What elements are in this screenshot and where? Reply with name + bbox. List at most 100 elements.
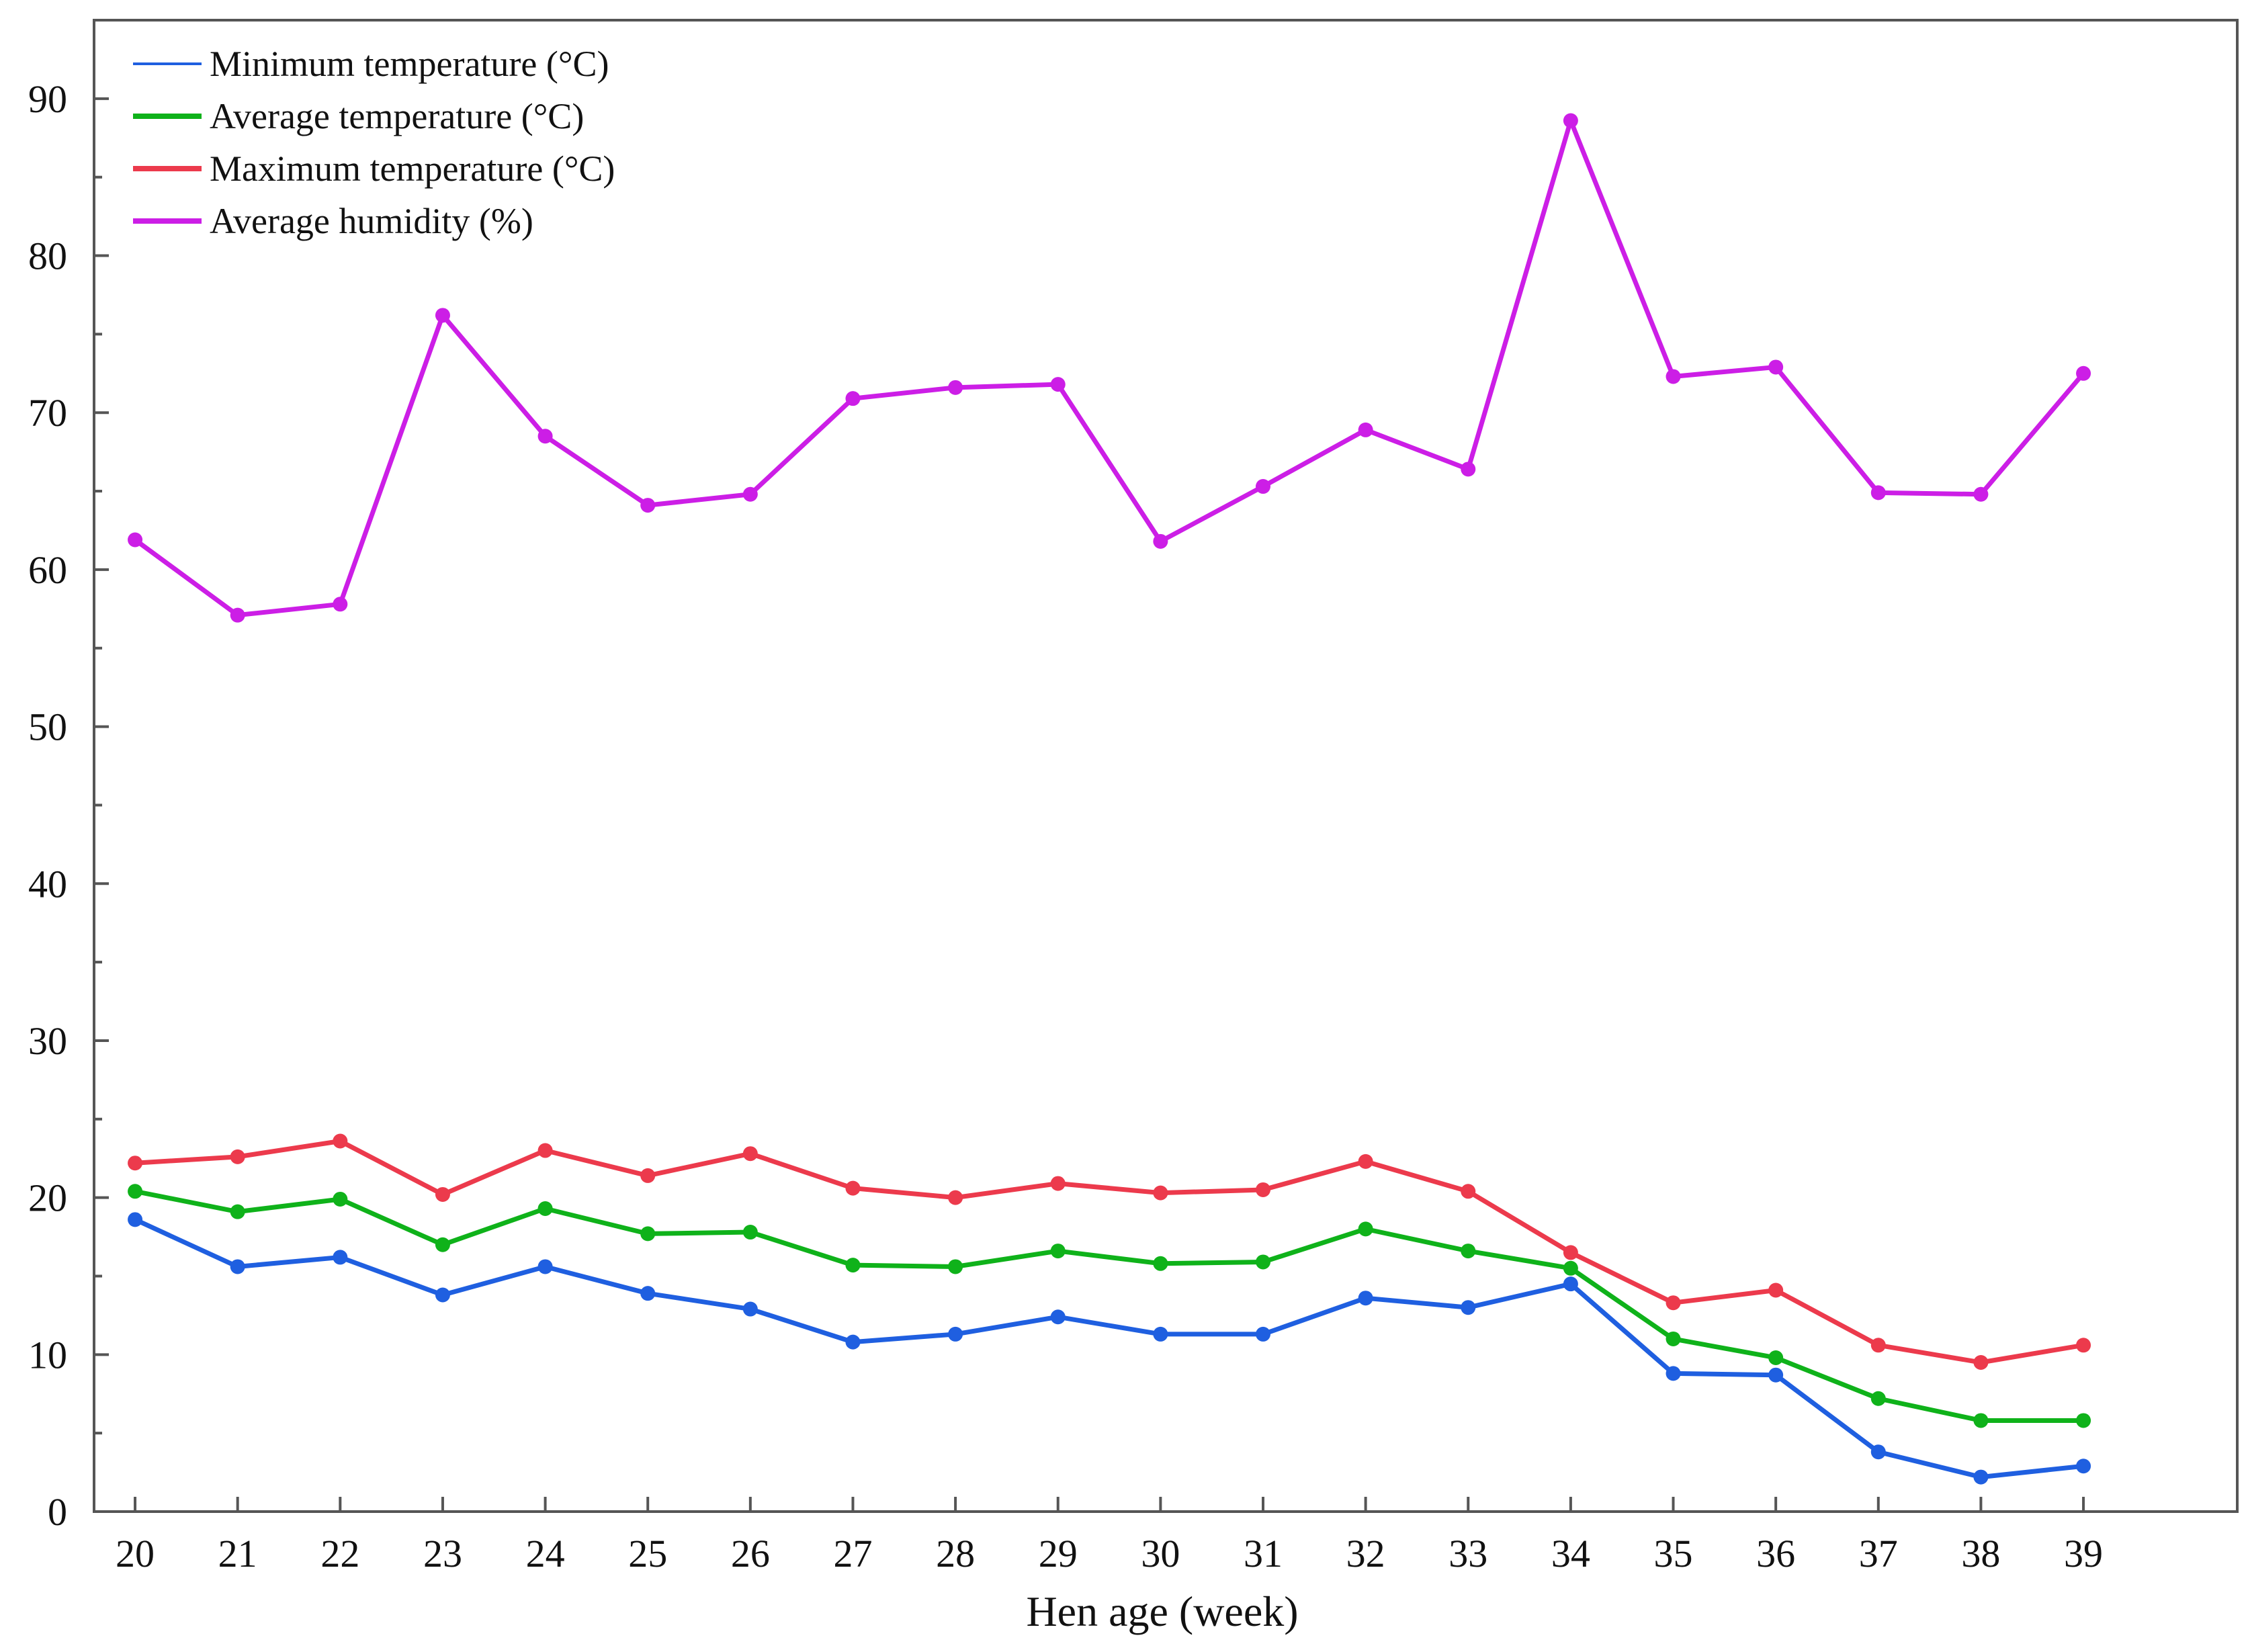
x-tick-label: 35 [1654,1532,1693,1575]
y-tick-label: 60 [28,548,67,592]
y-tick-label: 40 [28,862,67,906]
legend-item: Maximum temperature (°C) [133,148,615,189]
data-point [1050,377,1066,392]
data-point [2076,1413,2091,1428]
data-point [128,532,143,548]
data-point [640,1286,656,1301]
plot-frame [93,19,2239,1513]
data-point [1256,1326,1270,1342]
data-point [2076,1338,2091,1353]
data-point [640,1226,656,1242]
series-lines [128,113,2091,1485]
data-point [948,1190,963,1205]
series-2 [128,1133,2091,1370]
data-point [1153,1326,1168,1342]
data-point [1153,1256,1168,1271]
y-tick-label: 70 [28,391,67,435]
x-tick-label: 38 [1961,1532,2000,1575]
y-tick-label: 20 [28,1176,67,1220]
data-point [1461,1184,1476,1199]
y-tick-label: 0 [48,1490,67,1534]
data-point [948,1326,963,1342]
data-point [742,1146,758,1162]
x-tick-label: 33 [1449,1532,1487,1575]
y-axis: 0 10 20 30 40 50 60 70 80 90 [28,77,109,1534]
data-point [537,1143,553,1158]
y-tick-label: 90 [28,77,67,121]
data-point [1358,1221,1373,1237]
data-point [1153,1185,1168,1201]
x-tick-label: 34 [1551,1532,1590,1575]
data-point [1563,1276,1578,1292]
series-line [134,1217,2084,1480]
x-tick-label: 39 [2064,1532,2103,1575]
data-point [948,1259,963,1274]
x-axis: 20 21 22 23 24 25 26 27 28 29 30 31 32 33 34 35 36 37 38 39 [116,1497,2103,1575]
data-point [1461,462,1476,477]
series-0 [128,1212,2091,1485]
data-point [1768,1367,1784,1383]
data-point [435,1287,450,1303]
data-point [333,1250,348,1265]
data-point [128,1212,143,1227]
y-tick-label: 10 [28,1333,67,1377]
series-1 [128,1184,2091,1428]
data-point [640,498,656,513]
data-point [1358,1291,1373,1306]
data-point [845,1258,861,1273]
data-point [1973,486,1989,502]
data-point [1870,485,1886,501]
data-point [1973,1469,1989,1485]
series-3 [128,113,2091,623]
x-tick-label: 23 [423,1532,462,1575]
data-point [333,1133,348,1149]
axes [93,19,2239,1513]
y-tick-label: 80 [28,234,67,278]
data-point [1666,1295,1681,1311]
data-point [435,1237,450,1252]
data-point [948,380,963,395]
legend-item: Average temperature (°C) [133,96,584,136]
x-tick-label: 29 [1039,1532,1078,1575]
data-point [230,607,245,623]
x-tick-label: 37 [1859,1532,1898,1575]
x-tick-label: 25 [628,1532,667,1575]
data-point [1973,1355,1989,1370]
legend: Minimum temperature (°C) Average temperat… [133,44,615,241]
data-point [1358,1154,1373,1169]
data-point [1256,1254,1270,1270]
series-line [134,1188,2084,1423]
data-point [1666,1331,1681,1346]
data-point [1768,1283,1784,1298]
x-tick-label: 36 [1756,1532,1795,1575]
data-point [1666,369,1681,384]
data-point [1870,1391,1886,1406]
x-tick-label: 30 [1141,1532,1180,1575]
data-point [1563,113,1578,128]
series-line [133,118,2085,618]
data-point [1563,1260,1578,1276]
x-tick-label: 28 [936,1532,975,1575]
data-point [742,1225,758,1240]
x-axis-title: Hen age (week) [1026,1588,1298,1635]
data-point [845,1180,861,1196]
legend-item: Minimum temperature (°C) [133,44,609,84]
data-point [845,1334,861,1350]
data-point [1050,1244,1066,1259]
data-point [333,1191,348,1207]
data-point [1256,479,1270,494]
data-point [230,1259,245,1274]
data-point [1666,1366,1681,1381]
y-tick-label: 30 [28,1019,67,1063]
data-point [1256,1182,1270,1197]
legend-label: Minimum temperature (°C) [210,44,609,84]
legend-label: Average temperature (°C) [210,96,584,136]
data-point [537,429,553,444]
data-point [230,1204,245,1219]
legend-label: Average humidity (%) [210,201,533,241]
data-point [742,1301,758,1317]
x-tick-label: 27 [833,1532,872,1575]
data-point [1973,1413,1989,1428]
data-point [1870,1338,1886,1353]
data-point [845,391,861,406]
